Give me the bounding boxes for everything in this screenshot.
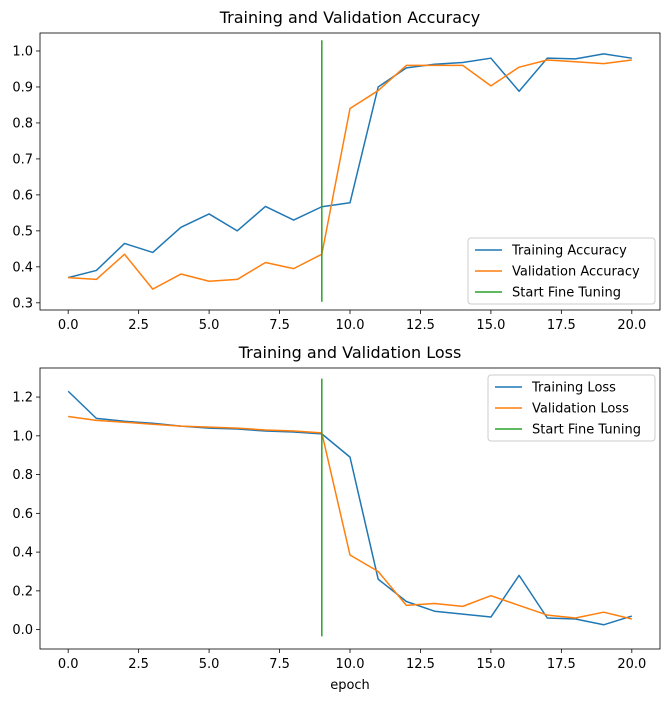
x-tick-label: 12.5 — [406, 657, 435, 672]
x-tick-label: 7.5 — [269, 318, 290, 333]
legend: Training Accuracy Validation Accuracy Star… — [467, 237, 656, 305]
legend-label: Validation Accuracy — [512, 265, 640, 280]
accuracy-chart: 0.0 2.5 5.0 7.5 10.0 12.5 15.0 17.5 20.0 0.3 0.4 0.… — [12, 8, 661, 333]
legend: Training Loss Validation Loss Start Fine T… — [487, 374, 656, 442]
y-tick-label: 1.0 — [12, 44, 33, 59]
y-tick-label: 0.4 — [12, 260, 33, 275]
y-tick-label: 1.0 — [12, 429, 33, 444]
x-tick-label: 17.5 — [547, 657, 576, 672]
y-tick-label: 0.5 — [12, 224, 33, 239]
y-tick-label: 0.8 — [12, 116, 33, 131]
legend-label: Training Accuracy — [511, 244, 627, 259]
legend-label: Validation Loss — [532, 402, 629, 417]
legend-label: Training Loss — [531, 381, 616, 396]
legend-box — [487, 374, 656, 442]
x-tick-label: 20.0 — [617, 657, 646, 672]
x-tick-label: 10.0 — [336, 657, 365, 672]
y-tick-label: 0.9 — [12, 80, 33, 95]
x-tick-label: 10.0 — [336, 318, 365, 333]
x-tick-label: 0.0 — [58, 318, 79, 333]
legend-label: Start Fine Tuning — [532, 423, 641, 438]
chart-title: Training and Validation Accuracy — [219, 8, 481, 27]
loss-chart: 0.0 2.5 5.0 7.5 10.0 12.5 15.0 17.5 20.0 0.0 0.2 0.… — [12, 343, 661, 693]
x-tick-label: 15.0 — [476, 657, 505, 672]
x-tick-label: 2.5 — [128, 657, 149, 672]
y-tick-label: 0.6 — [12, 507, 33, 522]
x-tick-label: 20.0 — [617, 318, 646, 333]
chart-title: Training and Validation Loss — [238, 343, 462, 362]
x-tick-label: 17.5 — [547, 318, 576, 333]
series-line-validation-loss — [68, 415, 632, 620]
x-axis-label: epoch — [330, 678, 370, 693]
y-tick-label: 0.6 — [12, 188, 33, 203]
x-tick-label: 0.0 — [58, 657, 79, 672]
y-tick-label: 0.7 — [12, 152, 33, 167]
y-tick-label: 0.0 — [12, 623, 33, 638]
series-line-validation-accuracy — [68, 59, 632, 290]
x-tick-label: 12.5 — [406, 318, 435, 333]
x-tick-label: 5.0 — [199, 657, 220, 672]
x-tick-label: 15.0 — [476, 318, 505, 333]
x-tick-label: 5.0 — [199, 318, 220, 333]
x-tick-label: 2.5 — [128, 318, 149, 333]
y-tick-label: 0.3 — [12, 296, 33, 311]
legend-label: Start Fine Tuning — [512, 286, 621, 301]
y-tick-label: 1.2 — [12, 391, 33, 406]
x-tick-label: 7.5 — [269, 657, 290, 672]
legend-box — [467, 237, 656, 305]
y-tick-label: 0.2 — [12, 584, 33, 599]
y-tick-label: 0.4 — [12, 546, 33, 561]
y-tick-label: 0.8 — [12, 468, 33, 483]
series-line-training-accuracy — [67, 53, 632, 279]
